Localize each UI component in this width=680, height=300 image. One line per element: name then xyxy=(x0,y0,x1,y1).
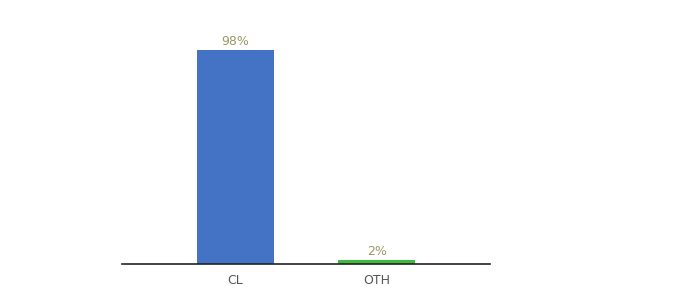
Text: 2%: 2% xyxy=(367,245,386,258)
Bar xyxy=(197,50,274,264)
Text: 98%: 98% xyxy=(222,35,250,48)
Bar xyxy=(338,260,415,264)
